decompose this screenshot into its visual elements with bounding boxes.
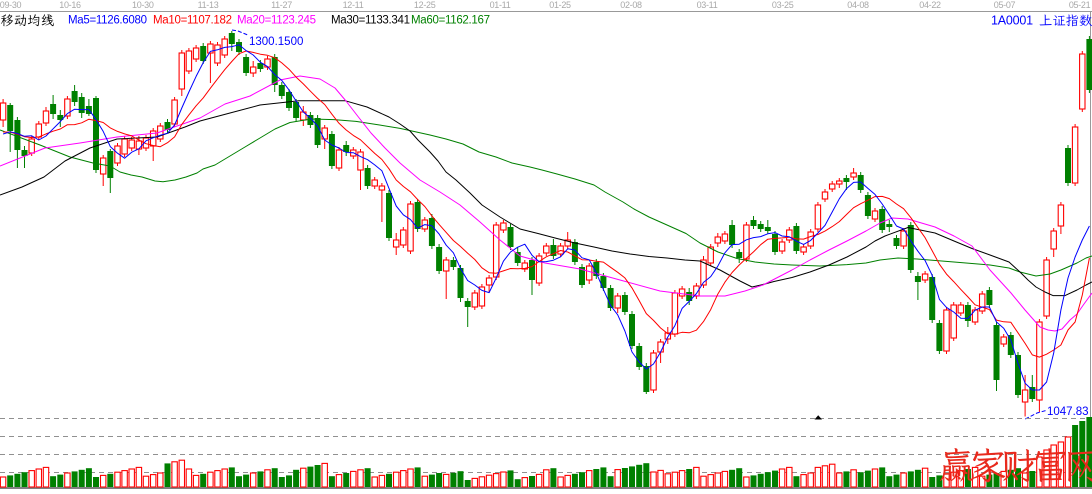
- svg-text:11-27: 11-27: [271, 0, 292, 10]
- svg-text:Ma5=1126.6080: Ma5=1126.6080: [68, 15, 147, 27]
- svg-text:11-13: 11-13: [198, 0, 219, 10]
- svg-text:10-30: 10-30: [132, 0, 154, 10]
- svg-text:05-21: 05-21: [1069, 0, 1091, 10]
- svg-text:01-11: 01-11: [490, 0, 511, 10]
- svg-text:09-30: 09-30: [0, 0, 22, 10]
- svg-text:10-16: 10-16: [59, 0, 81, 10]
- svg-text:05-07: 05-07: [994, 0, 1016, 10]
- svg-text:1300.1500: 1300.1500: [249, 36, 303, 48]
- svg-text:03-25: 03-25: [772, 0, 794, 10]
- svg-text:1A0001: 1A0001: [991, 14, 1033, 28]
- svg-text:Ma10=1107.182: Ma10=1107.182: [153, 15, 232, 27]
- svg-text:Ma20=1123.245: Ma20=1123.245: [237, 15, 316, 27]
- svg-text:Ma60=1162.167: Ma60=1162.167: [411, 15, 490, 27]
- svg-text:12-25: 12-25: [414, 0, 436, 10]
- svg-text:12-11: 12-11: [343, 0, 364, 10]
- svg-text:1047.83: 1047.83: [1047, 406, 1089, 418]
- svg-text:03-11: 03-11: [697, 0, 718, 10]
- svg-text:01-25: 01-25: [549, 0, 571, 10]
- svg-text:Ma30=1133.341: Ma30=1133.341: [331, 15, 410, 27]
- svg-text:04-08: 04-08: [847, 0, 869, 10]
- svg-text:02-08: 02-08: [620, 0, 642, 10]
- svg-text:04-22: 04-22: [919, 0, 941, 10]
